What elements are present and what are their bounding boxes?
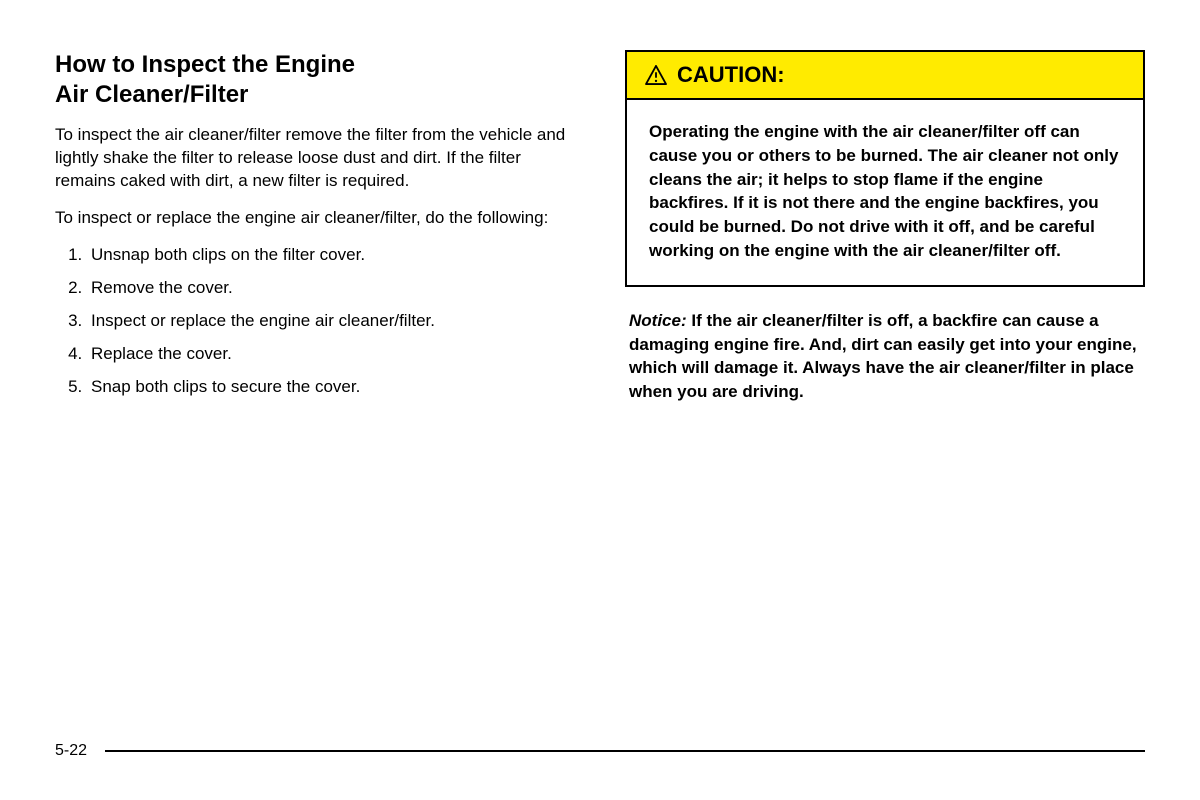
intro-paragraph-2: To inspect or replace the engine air cle… xyxy=(55,207,575,230)
step-item: Snap both clips to secure the cover. xyxy=(87,376,575,399)
footer-rule xyxy=(105,750,1145,752)
notice-label: Notice: xyxy=(629,311,687,330)
caution-label: CAUTION: xyxy=(677,62,785,88)
heading-line-2: Air Cleaner/Filter xyxy=(55,81,248,108)
caution-body: Operating the engine with the air cleane… xyxy=(627,100,1143,285)
intro-paragraph-1: To inspect the air cleaner/filter remove… xyxy=(55,124,575,193)
step-item: Remove the cover. xyxy=(87,277,575,300)
caution-header: CAUTION: xyxy=(627,52,1143,100)
page-content: How to Inspect the Engine Air Cleaner/Fi… xyxy=(55,50,1145,408)
steps-list: Unsnap both clips on the filter cover. R… xyxy=(55,244,575,399)
section-heading: How to Inspect the Engine Air Cleaner/Fi… xyxy=(55,50,575,110)
notice-body: If the air cleaner/filter is off, a back… xyxy=(629,311,1137,401)
warning-triangle-icon xyxy=(645,65,667,85)
notice-paragraph: Notice: If the air cleaner/filter is off… xyxy=(625,309,1145,404)
step-item: Inspect or replace the engine air cleane… xyxy=(87,310,575,333)
right-column: CAUTION: Operating the engine with the a… xyxy=(625,50,1145,408)
step-item: Unsnap both clips on the filter cover. xyxy=(87,244,575,267)
caution-box: CAUTION: Operating the engine with the a… xyxy=(625,50,1145,287)
heading-line-1: How to Inspect the Engine xyxy=(55,51,355,78)
page-number: 5-22 xyxy=(55,742,87,760)
left-column: How to Inspect the Engine Air Cleaner/Fi… xyxy=(55,50,585,408)
page-footer: 5-22 xyxy=(55,742,1145,760)
step-item: Replace the cover. xyxy=(87,343,575,366)
